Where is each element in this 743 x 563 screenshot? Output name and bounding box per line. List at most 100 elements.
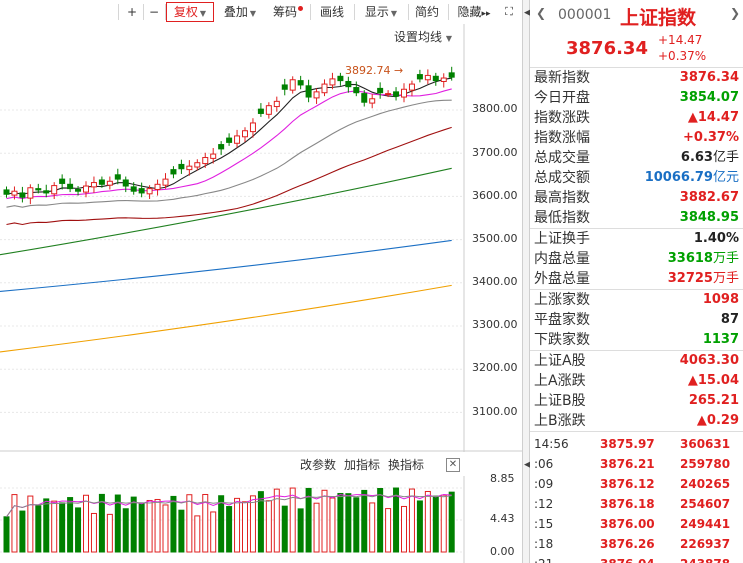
tick-price: 3876.18 [600, 497, 655, 511]
volume-bar-up [440, 494, 447, 553]
next-stock-icon[interactable]: ❯ [730, 6, 741, 20]
tick-list[interactable]: 14:56 3875.97 360631:06 3876.21 259780:09 387… [530, 432, 743, 563]
candle-down [226, 137, 233, 143]
tick-volume: 243878 [680, 554, 730, 563]
fullscreen-icon[interactable]: ⛶ [505, 5, 513, 18]
volume-ma10-line [6, 494, 452, 518]
volume-chart[interactable] [0, 476, 522, 563]
volume-bar-down [305, 487, 312, 553]
tick-row[interactable]: :09 3876.12 240265 [530, 474, 743, 494]
tick-row[interactable]: :21 3876.04 243878 [530, 554, 743, 563]
volume-bar-down [337, 492, 344, 553]
stat-value: 6.63亿手 [681, 148, 739, 168]
volume-bar-up [11, 494, 18, 553]
tick-time: :15 [534, 517, 554, 531]
hide-button[interactable]: 隐藏▸▸ [452, 2, 496, 22]
separator [118, 4, 119, 20]
ma-setting-button[interactable]: 设置均线 ▼ [394, 28, 452, 45]
stat-label: 最低指数 [534, 210, 590, 226]
stat-row: 指数涨幅 +0.37% [530, 128, 743, 148]
add-indicator-button[interactable]: 加指标 [344, 458, 381, 472]
stat-label: 外盘总量 [534, 271, 590, 287]
zoom-out-button[interactable]: − [148, 5, 160, 19]
stat-number: 10066.79 [644, 170, 713, 185]
tick-price: 3876.26 [600, 537, 655, 551]
stat-row: 最高指数 3882.67 [530, 188, 743, 208]
candle-down [43, 190, 50, 194]
chart-area[interactable]: + − 复权 ▼ 叠加 ▼ 筹码 画线 显示 ▼ 简约 隐藏▸▸ ⛶ 设置均线 ▼ 3… [0, 0, 522, 563]
stock-name: 上证指数 [620, 7, 697, 29]
tick-price: 3875.97 [600, 437, 655, 451]
tick-row[interactable]: :18 3876.26 226937 [530, 534, 743, 554]
candlestick-chart[interactable] [0, 24, 522, 452]
stat-row: 指数涨跌 ▲14.47 [530, 108, 743, 128]
stat-number: 3882.67 [679, 190, 739, 205]
separator [310, 4, 311, 20]
max-price-value: 3892.74 [345, 64, 391, 77]
stat-label: 最高指数 [534, 190, 590, 206]
collapse-left-icon[interactable]: ◀ [524, 460, 531, 470]
tick-row[interactable]: :06 3876.21 259780 [530, 454, 743, 474]
stat-number: +0.37% [683, 130, 739, 145]
volume-bar-down [130, 496, 137, 553]
volume-bar-up [385, 508, 392, 553]
panel-splitter[interactable]: ◀ ◀ [522, 0, 531, 563]
stat-number: 1098 [702, 292, 739, 307]
stat-number: 3876.34 [679, 70, 739, 85]
candle-down [98, 179, 105, 185]
tick-row[interactable]: :12 3876.18 254607 [530, 494, 743, 514]
candle-down [345, 80, 352, 88]
tick-row[interactable]: :15 3876.00 249441 [530, 514, 743, 534]
change-param-button[interactable]: 改参数 [300, 458, 337, 472]
stat-unit: 亿手 [712, 150, 739, 165]
volume-bar-up [289, 487, 296, 553]
candle-up [329, 78, 336, 86]
candle-up [210, 153, 217, 159]
volume-bar-down [178, 509, 185, 553]
volume-tick-label: 0.00 [490, 545, 515, 558]
price-change-percent: +0.37% [658, 49, 707, 63]
draw-line-button[interactable]: 画线 [319, 5, 344, 19]
share-class-stats: 上证A股 4063.30 上A涨跌 ▲15.04 上证B股 265.21 上B涨跌 ▲0.29 [530, 351, 743, 432]
stat-unit: 万手 [712, 271, 739, 286]
candle-down [59, 178, 66, 184]
ma120-line [0, 239, 452, 292]
restore-rights-button[interactable]: 复权 ▼ [166, 2, 214, 22]
volume-bar-up [202, 493, 209, 553]
zoom-in-button[interactable]: + [126, 5, 138, 19]
display-button[interactable]: 显示 ▼ [358, 2, 404, 22]
volume-bar-down [345, 493, 352, 553]
collapse-left-icon[interactable]: ◀ [524, 8, 531, 18]
candle-up [401, 88, 407, 98]
previous-stock-icon[interactable]: ❮ [536, 6, 547, 20]
stat-unit: 亿元 [712, 170, 739, 185]
stat-value: 3848.95 [680, 208, 739, 228]
volume-bar-down [353, 497, 360, 553]
tick-row[interactable]: 14:56 3875.97 360631 [530, 434, 743, 454]
stat-value: +0.37% [683, 128, 739, 148]
volume-bar-up [369, 502, 376, 553]
chip-distribution-button[interactable]: 筹码 [268, 2, 308, 22]
simple-mode-button[interactable]: 简约 [414, 5, 439, 19]
overlay-label: 叠加 [223, 5, 248, 19]
stat-label: 平盘家数 [534, 312, 590, 328]
stat-value: 1098 [703, 290, 739, 310]
volume-bar-down [226, 506, 233, 553]
volume-bar-up [234, 497, 241, 553]
volume-bar-up [27, 495, 34, 553]
stat-row: 上证换手 1.40% [530, 229, 743, 249]
overlay-button[interactable]: 叠加 ▼ [218, 2, 262, 22]
candle-down [218, 144, 225, 150]
swap-indicator-button[interactable]: 换指标 [388, 458, 425, 472]
separator [408, 4, 409, 20]
chart-toolbar: + − 复权 ▼ 叠加 ▼ 筹码 画线 显示 ▼ 简约 隐藏▸▸ ⛶ [0, 0, 522, 24]
candle-up [51, 185, 58, 195]
stat-number: 265.21 [688, 393, 739, 408]
close-icon[interactable]: ✕ [446, 458, 460, 472]
volume-bar-up [146, 499, 153, 553]
stat-number: 87 [720, 312, 739, 327]
stat-row: 下跌家数 1137 [530, 330, 743, 350]
stat-number: ▲14.47 [687, 110, 739, 125]
candle-down [130, 186, 137, 192]
stat-number: 3848.95 [679, 210, 739, 225]
